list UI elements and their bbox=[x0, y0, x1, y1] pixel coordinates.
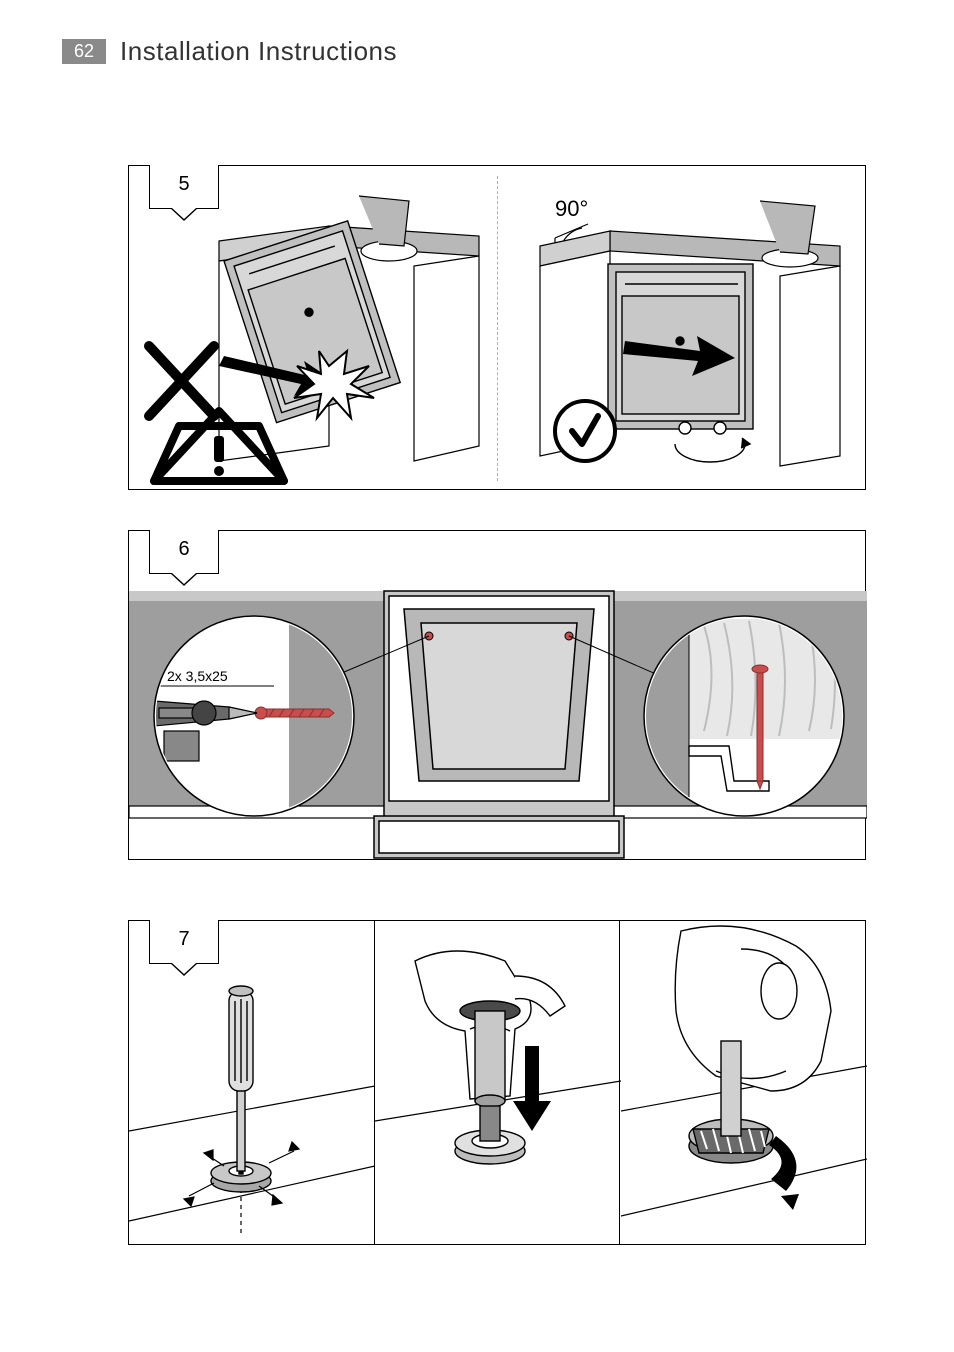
angle-label: 90° bbox=[555, 196, 588, 221]
diagram-correct-insertion: 90° bbox=[500, 166, 865, 491]
page-number-badge: 62 bbox=[62, 39, 106, 64]
page-title: Installation Instructions bbox=[120, 36, 397, 67]
diagram-screw-mounting: 2x 3,5x25 bbox=[129, 531, 867, 861]
instruction-panel-7: 7 bbox=[128, 920, 866, 1245]
instruction-panel-5: 5 bbox=[128, 165, 866, 490]
diagram-foot-insert bbox=[375, 921, 621, 1246]
screw-spec-label: 2x 3,5x25 bbox=[167, 668, 228, 684]
page-number: 62 bbox=[74, 41, 94, 61]
instruction-panel-6: 6 2x 3,5x25 bbox=[128, 530, 866, 860]
diagram-screwdriver-adjust bbox=[129, 921, 375, 1246]
page-header: 62 Installation Instructions bbox=[62, 36, 397, 67]
diagram-coin-adjust bbox=[621, 921, 867, 1246]
